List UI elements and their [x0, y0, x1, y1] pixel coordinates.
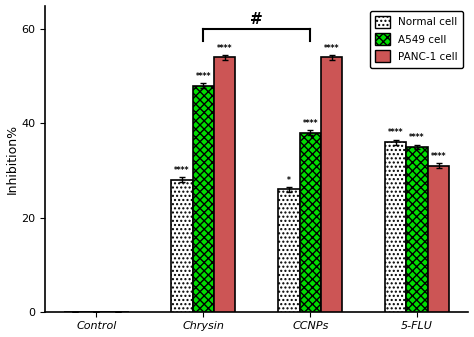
Text: ****: **** [388, 128, 403, 137]
Bar [300, 133, 321, 312]
Y-axis label: Inhibition%: Inhibition% [6, 124, 18, 194]
Text: ****: **** [431, 152, 446, 161]
Bar [171, 180, 193, 312]
Bar [385, 142, 406, 312]
Bar [406, 147, 428, 312]
Bar [321, 57, 342, 312]
Text: ****: **** [217, 44, 233, 53]
Bar [193, 86, 214, 312]
Text: ****: **** [196, 72, 211, 81]
Text: ****: **** [302, 119, 318, 128]
Legend: Normal cell, A549 cell, PANC-1 cell: Normal cell, A549 cell, PANC-1 cell [370, 11, 463, 68]
Bar [214, 57, 236, 312]
Text: *: * [287, 176, 291, 185]
Bar [428, 166, 449, 312]
Text: ****: **** [174, 166, 190, 175]
Text: ****: **** [324, 44, 339, 53]
Bar [278, 189, 300, 312]
Text: #: # [250, 12, 263, 27]
Text: ****: **** [410, 133, 425, 142]
